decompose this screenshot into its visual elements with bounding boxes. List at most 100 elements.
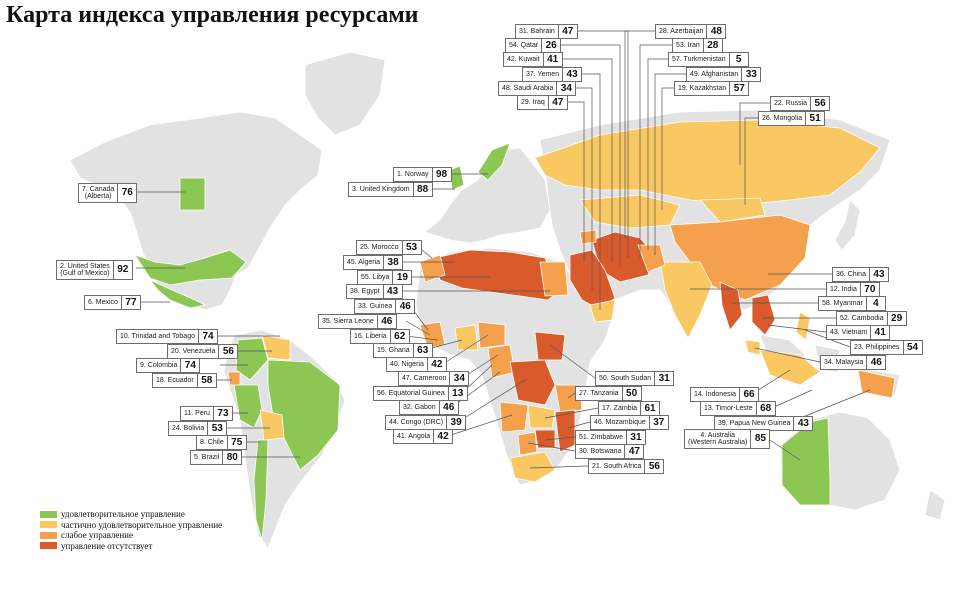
region-chile — [253, 439, 269, 541]
country-name: 41. Angola — [397, 433, 431, 440]
region-north-africa — [434, 249, 561, 301]
country-score: 28 — [702, 39, 722, 52]
country-label: 9. Colombia 74 — [136, 358, 201, 373]
region-western-australia — [781, 417, 831, 506]
legend-item: слабое управление — [40, 530, 222, 541]
country-score: 56 — [644, 460, 663, 473]
country-score: 46 — [438, 401, 458, 414]
region-philippines — [795, 311, 811, 341]
country-name: 53. Iran — [676, 42, 700, 49]
country-label: 30. Botswana 47 — [575, 444, 645, 459]
country-score: 34 — [449, 372, 468, 385]
country-label: 44. Congo (DRC) 39 — [385, 415, 467, 430]
country-label: 26. Mongolia 51 — [758, 111, 826, 126]
country-name: 51. Zimbabwe — [579, 434, 623, 441]
country-label: 19. Kazakhstan 57 — [674, 81, 750, 96]
country-name: 14. Indonesia — [694, 391, 737, 398]
country-name: 47. Cameroon — [402, 375, 447, 382]
country-score: 13 — [447, 387, 467, 400]
country-name: 28. Azerbaijan — [659, 28, 704, 35]
legend-label: частично удовлетворительное управление — [61, 519, 223, 530]
leader-sierra-leone — [405, 320, 431, 336]
country-label: 29. Iraq 47 — [517, 95, 568, 110]
legend-label: слабое управление — [61, 530, 133, 541]
leader-mozambique — [567, 421, 591, 429]
country-name: 12. India — [830, 286, 857, 293]
country-score: 4 — [865, 297, 885, 310]
country-label: 22. Russia 56 — [770, 96, 831, 111]
country-name: 18. Ecuador — [156, 377, 194, 384]
region-malaysia — [744, 339, 761, 356]
country-name: 15. Ghana — [377, 347, 410, 354]
legend: удовлетворительное управление частично у… — [40, 509, 222, 551]
country-name: 55. Libya — [361, 274, 390, 281]
country-score: 47 — [557, 25, 577, 38]
country-name: 16. Liberia — [354, 333, 387, 340]
country-name: 34. Malaysia — [824, 359, 864, 366]
country-score: 38 — [383, 256, 402, 269]
country-score: 57 — [729, 82, 748, 95]
region-congo — [509, 359, 556, 406]
leader-kazakhstan — [661, 87, 674, 210]
country-name: 38. Egypt — [350, 288, 380, 295]
country-name: 9. Colombia — [140, 362, 178, 369]
country-label: 15. Ghana 63 — [373, 343, 433, 358]
leader-mongolia — [744, 117, 758, 205]
leader-liberia — [405, 335, 439, 341]
region-south-africa — [509, 451, 556, 483]
country-label: 2. United States (Gulf of Mexico) 92 — [56, 260, 133, 280]
region-west-africa — [419, 321, 446, 349]
country-label: 8. Chile 75 — [196, 435, 247, 450]
leader-iran — [639, 44, 672, 258]
country-label: 10. Trinidad and Tobago 74 — [116, 329, 218, 344]
country-score: 43 — [562, 68, 581, 81]
country-name: 32. Gabon — [403, 404, 436, 411]
landmass-north-america — [69, 111, 323, 311]
country-score: 53 — [401, 241, 421, 254]
country-name-line: 7. Canada — [82, 186, 115, 193]
country-name: 45. Algeria — [347, 259, 381, 266]
region-cambodia-vietnam — [751, 294, 776, 336]
country-score: 39 — [446, 416, 465, 429]
region-venezuela — [261, 334, 291, 361]
country-label: 37. Yemen 43 — [522, 67, 583, 82]
country-label: 25. Morocco 53 — [356, 240, 422, 255]
country-name: 27. Tanzania — [579, 390, 619, 397]
country-label: 32. Gabon 46 — [399, 400, 459, 415]
country-score: 31 — [625, 431, 645, 444]
leader-zimbabwe — [544, 436, 576, 441]
country-label: 35. Sierra Leone 46 — [318, 314, 397, 329]
region-norway — [477, 142, 511, 181]
region-afghanistan — [637, 244, 666, 273]
country-subregion: (Western Australia) — [688, 439, 748, 446]
region-usa-gulf — [134, 249, 247, 286]
leader-south-sudan — [549, 344, 596, 379]
region-india — [659, 261, 713, 339]
country-label: 49. Afghanistan 33 — [686, 67, 762, 82]
leader-angola — [447, 414, 513, 437]
country-name: 17. Zambia — [602, 405, 638, 412]
leader-south-africa — [529, 465, 589, 469]
legend-item: удовлетворительное управление — [40, 509, 222, 520]
country-label: 17. Zambia 61 — [598, 401, 661, 416]
region-azerbaijan — [579, 229, 597, 245]
country-score: 56 — [218, 345, 237, 358]
country-score: 46 — [395, 300, 414, 313]
landmass-japan — [834, 199, 861, 251]
country-score: 70 — [859, 283, 879, 296]
country-score: 53 — [207, 422, 226, 435]
country-score: 92 — [112, 261, 132, 279]
country-score: 88 — [412, 183, 432, 196]
country-label: 1. Norway 98 — [393, 167, 452, 182]
region-indonesia — [759, 349, 821, 386]
country-score: 37 — [648, 416, 668, 429]
region-peru — [233, 384, 263, 429]
country-label: 16. Liberia 62 — [350, 329, 410, 344]
country-score: 76 — [117, 184, 136, 202]
legend-item: частично удовлетворительное управление — [40, 520, 222, 531]
leader-botswana — [527, 442, 576, 452]
country-label: 3. United Kingdom 88 — [348, 182, 433, 197]
country-label: 41. Angola 42 — [393, 429, 454, 444]
leader-congo — [457, 379, 526, 423]
country-name: 19. Kazakhstan — [678, 85, 727, 92]
